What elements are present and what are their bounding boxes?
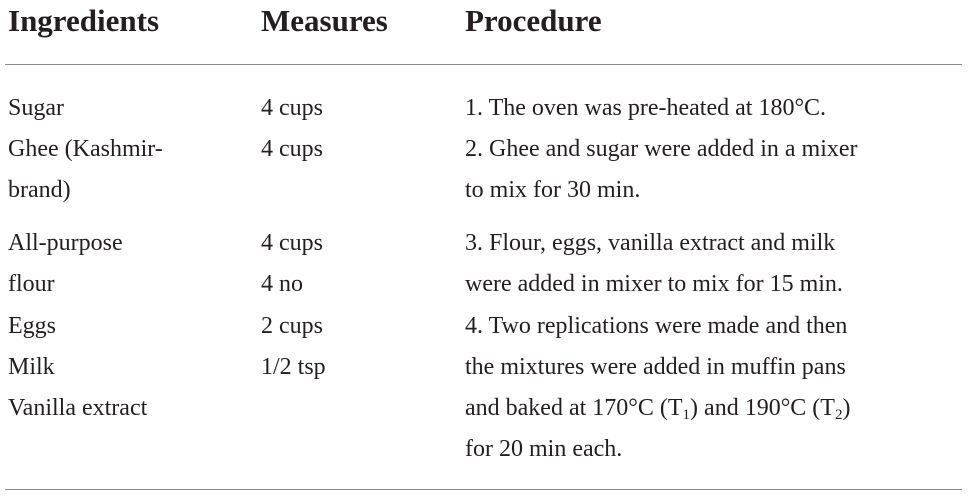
procedure-step-4-line-2: the mixtures were added in muffin pans [465, 354, 846, 380]
bottom-rule [5, 489, 962, 490]
procedure-step-3-line-2: were added in mixer to mix for 15 min. [465, 271, 843, 297]
procedure-step-4-line-1: 4. Two replications were made and then [465, 313, 848, 339]
procedure-step-3-line-1: 3. Flour, eggs, vanilla extract and milk [465, 230, 836, 256]
header-measures: Measures [261, 3, 388, 38]
header-ingredients: Ingredients [8, 3, 160, 38]
measure-flour: 4 cups [261, 230, 323, 256]
ingredient-flour-line2: flour [8, 271, 55, 297]
header-rule [5, 64, 962, 65]
procedure-step-2-line-2: to mix for 30 min. [465, 177, 641, 203]
measure-eggs: 4 no [261, 271, 303, 297]
header-procedure: Procedure [465, 3, 602, 38]
ingredient-milk: Milk [8, 354, 55, 380]
measure-sugar: 4 cups [261, 95, 323, 121]
procedure-step-4-line-3-part-a: and baked at 170°C (T [465, 395, 683, 421]
subscript-1: 1 [682, 407, 691, 423]
ingredient-eggs: Eggs [8, 313, 56, 339]
ingredient-sugar: Sugar [8, 95, 64, 121]
procedure-step-4-line-3: and baked at 170°C (T1) and 190°C (T2) [465, 388, 850, 429]
procedure-step-4-line-3-part-b: ) and 190°C (T [690, 395, 835, 421]
measure-ghee: 4 cups [261, 136, 323, 162]
ingredient-ghee-line1: Ghee (Kashmir- [8, 136, 163, 162]
procedure-step-4-line-4: for 20 min each. [465, 436, 623, 462]
procedure-step-1: 1. The oven was pre-heated at 180°C. [465, 95, 827, 121]
measure-vanilla: 1/2 tsp [261, 354, 326, 380]
procedure-step-2-line-1: 2. Ghee and sugar were added in a mixer [465, 136, 858, 162]
ingredient-vanilla: Vanilla extract [8, 395, 148, 421]
subscript-2: 2 [834, 407, 843, 423]
ingredient-ghee-line2: brand) [8, 177, 71, 203]
procedure-step-4-line-3-part-c: ) [842, 395, 851, 421]
measure-milk: 2 cups [261, 313, 323, 339]
ingredient-flour-line1: All-purpose [8, 230, 123, 256]
